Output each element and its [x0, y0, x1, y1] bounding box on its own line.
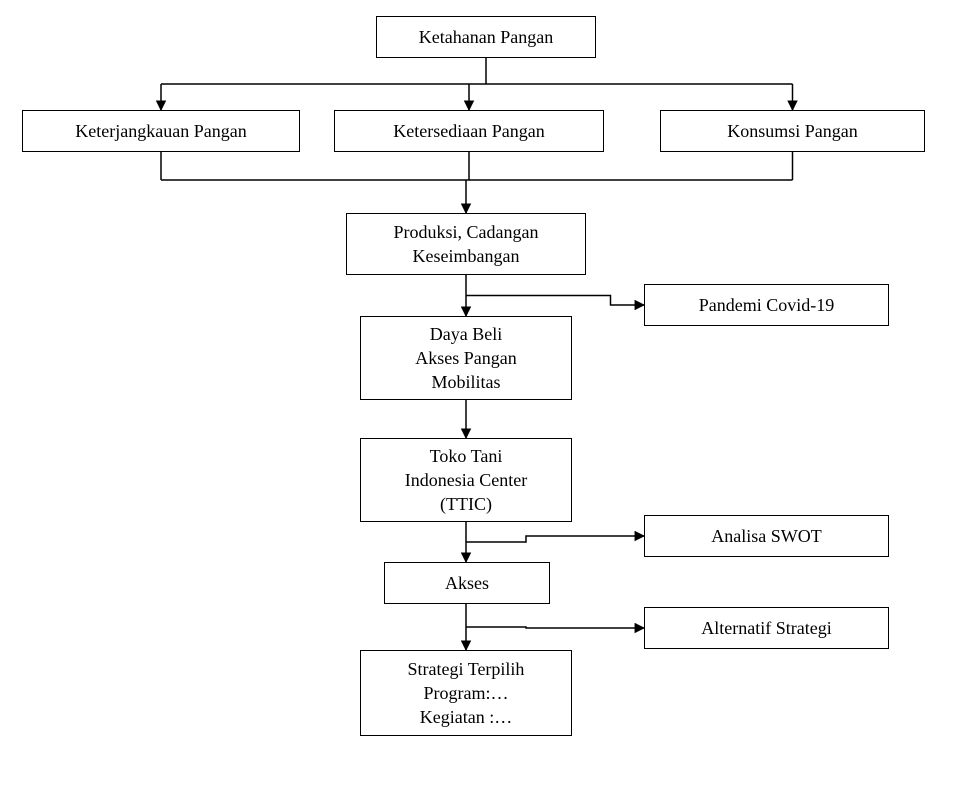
- node-label: Strategi Terpilih Program:… Kegiatan :…: [408, 657, 525, 730]
- node-label: Ketersediaan Pangan: [393, 119, 544, 143]
- node-label: Analisa SWOT: [711, 524, 821, 548]
- node-swot: Analisa SWOT: [644, 515, 889, 557]
- node-label: Akses: [445, 571, 489, 595]
- node-label: Ketahanan Pangan: [419, 25, 553, 49]
- flowchart-canvas: Ketahanan Pangan Keterjangkauan Pangan K…: [0, 0, 965, 785]
- node-konsumsi: Konsumsi Pangan: [660, 110, 925, 152]
- node-label: Pandemi Covid-19: [699, 293, 835, 317]
- node-ketersediaan: Ketersediaan Pangan: [334, 110, 604, 152]
- node-strategi: Strategi Terpilih Program:… Kegiatan :…: [360, 650, 572, 736]
- node-ttic: Toko Tani Indonesia Center (TTIC): [360, 438, 572, 522]
- node-alt: Alternatif Strategi: [644, 607, 889, 649]
- node-label: Toko Tani Indonesia Center (TTIC): [405, 444, 527, 517]
- node-covid: Pandemi Covid-19: [644, 284, 889, 326]
- node-label: Produksi, Cadangan Keseimbangan: [394, 220, 539, 269]
- node-keterjangkauan: Keterjangkauan Pangan: [22, 110, 300, 152]
- node-akses: Akses: [384, 562, 550, 604]
- node-label: Konsumsi Pangan: [727, 119, 858, 143]
- node-label: Keterjangkauan Pangan: [75, 119, 246, 143]
- node-produksi: Produksi, Cadangan Keseimbangan: [346, 213, 586, 275]
- node-label: Daya Beli Akses Pangan Mobilitas: [415, 322, 517, 395]
- node-label: Alternatif Strategi: [701, 616, 831, 640]
- node-dayabeli: Daya Beli Akses Pangan Mobilitas: [360, 316, 572, 400]
- node-root: Ketahanan Pangan: [376, 16, 596, 58]
